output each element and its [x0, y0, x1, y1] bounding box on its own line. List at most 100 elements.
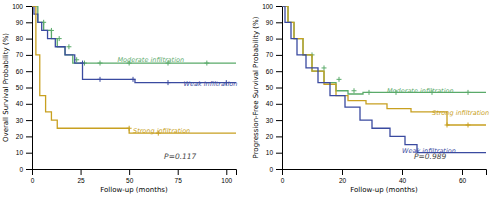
x-tick: 40 [399, 169, 407, 184]
x-axis: 0 20 40 60 [281, 169, 487, 184]
plot-area [32, 6, 236, 136]
censor-mark [66, 44, 71, 49]
p-value: P=0.117 [164, 152, 197, 161]
censor-mark [337, 77, 342, 82]
y-axis-line [26, 7, 33, 170]
censor-mark [49, 28, 54, 33]
survival-curve [282, 6, 486, 125]
censor-mark [322, 65, 327, 70]
x-tick-label: 0 [281, 177, 285, 184]
censor-mark [466, 90, 471, 95]
survival-curve [282, 6, 486, 153]
y-tick-mark [26, 153, 32, 154]
y-axis: 0102030405060708090100 [262, 3, 282, 173]
y-tick-label: 0 [19, 166, 23, 173]
survival-curve [32, 6, 236, 133]
y-tick: 70 [16, 51, 32, 58]
panel: 02550751000102030405060708090100Follow-u… [2, 3, 237, 194]
censor-mark [367, 90, 372, 95]
y-tick-label: 40 [16, 100, 24, 107]
y-tick-label: 20 [16, 133, 24, 140]
y-axis-line [276, 7, 283, 170]
y-tick-mark [26, 55, 32, 56]
x-tick-label: 60 [459, 177, 467, 184]
y-tick: 90 [16, 19, 32, 26]
y-tick-mark [276, 71, 282, 72]
y-tick: 90 [266, 19, 282, 26]
y-axis-title: Progression-Free Survival Probability (%… [252, 16, 260, 158]
x-tick-label: 50 [126, 177, 134, 184]
y-tick-label: 10 [266, 149, 274, 156]
y-tick-mark [276, 120, 282, 121]
y-tick-mark [276, 136, 282, 137]
y-tick-label: 80 [16, 35, 24, 42]
x-tick: 20 [339, 169, 347, 184]
y-tick-mark [26, 22, 32, 23]
x-tick: 50 [126, 169, 134, 184]
y-tick-label: 90 [266, 19, 274, 26]
y-tick-mark [276, 153, 282, 154]
y-tick-label: 80 [266, 35, 274, 42]
y-tick: 20 [266, 133, 282, 140]
censor-mark [127, 126, 132, 131]
x-tick-label: 40 [399, 177, 407, 184]
series-label: Moderate infiltration [117, 56, 184, 64]
y-tick-label: 50 [266, 84, 274, 91]
y-tick: 80 [266, 35, 282, 42]
y-tick: 0 [19, 166, 32, 173]
y-tick: 10 [266, 149, 282, 156]
x-tick-mark [226, 169, 227, 175]
censor-mark [466, 122, 471, 127]
y-tick-label: 90 [16, 19, 24, 26]
y-tick-mark [26, 120, 32, 121]
x-tick: 60 [459, 169, 467, 184]
y-tick: 80 [16, 35, 32, 42]
y-tick-label: 50 [16, 84, 24, 91]
survival-curve [282, 6, 486, 94]
y-tick-mark [276, 55, 282, 56]
y-tick-mark [26, 169, 32, 170]
y-tick: 50 [266, 84, 282, 91]
y-tick-label: 70 [266, 51, 274, 58]
x-axis-line [33, 170, 237, 176]
y-tick-mark [26, 6, 32, 7]
x-tick-mark [129, 169, 130, 175]
x-tick-mark [342, 169, 343, 175]
y-tick-mark [276, 169, 282, 170]
y-tick: 10 [16, 149, 32, 156]
y-tick-label: 60 [266, 68, 274, 75]
y-tick: 70 [266, 51, 282, 58]
censor-mark [98, 61, 103, 66]
panel: 02040600102030405060708090100Follow-up (… [252, 3, 489, 194]
labels: Moderate infiltrationWeak infiltrationSt… [117, 56, 237, 162]
figure: 02550751000102030405060708090100Follow-u… [0, 0, 500, 197]
y-tick-mark [26, 39, 32, 40]
y-tick-mark [26, 71, 32, 72]
series-label: Moderate infiltration [387, 87, 454, 95]
censor-mark [352, 88, 357, 93]
y-tick-mark [276, 22, 282, 23]
x-tick-label: 0 [31, 177, 35, 184]
y-tick-mark [26, 88, 32, 89]
y-tick: 30 [16, 117, 32, 124]
y-tick-label: 0 [269, 166, 273, 173]
y-tick-mark [276, 104, 282, 105]
y-tick-label: 100 [12, 3, 23, 10]
p-value: P=0.989 [414, 152, 447, 161]
series-label: Weak infiltration [184, 80, 238, 88]
y-tick: 60 [266, 68, 282, 75]
x-axis-title: Follow-up (months) [100, 186, 168, 194]
y-tick: 0 [269, 166, 282, 173]
y-axis-title: Overall Survival Probability (%) [2, 33, 10, 142]
y-tick: 100 [12, 3, 32, 10]
censor-mark [80, 61, 85, 66]
censor-mark [131, 77, 136, 82]
x-tick-mark [462, 169, 463, 175]
y-tick-mark [276, 6, 282, 7]
survival-curve [32, 6, 236, 83]
y-tick: 60 [16, 68, 32, 75]
y-tick-label: 60 [16, 68, 24, 75]
y-tick-label: 20 [266, 133, 274, 140]
y-tick-mark [276, 88, 282, 89]
y-tick-label: 10 [16, 149, 24, 156]
